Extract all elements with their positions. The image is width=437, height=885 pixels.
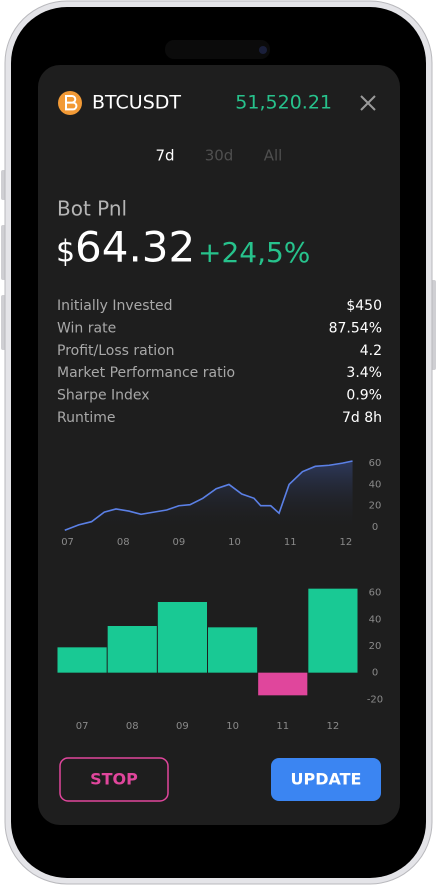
x-tick-label: 10 [226,721,239,732]
update-button[interactable] [271,758,381,801]
y-tick-label: 40 [369,614,382,625]
card [38,65,400,825]
x-tick-label: 08 [126,721,139,732]
x-tick-label: 08 [117,537,130,548]
x-tick-label: 09 [173,537,186,548]
bar [308,588,358,673]
x-tick-label: 10 [228,537,241,548]
y-tick-label: 20 [369,641,382,652]
y-tick-label: 60 [369,588,382,599]
bar [208,627,258,673]
x-tick-label: 12 [340,537,353,548]
stat-label: Profit/Loss ration [57,343,175,359]
x-tick-label: 11 [284,537,297,548]
stat-label: Initially Invested [57,298,173,314]
bar [107,626,157,673]
stat-value: 87.54% [329,320,382,336]
charts: 0 20 40 60 07 08 09 10 11 12 60 40 20 0 -20 07 08 09 10 11 1… [57,458,383,732]
stat-value: 4.2 [360,343,382,359]
pnl-change: +24,5% [198,236,310,269]
y-tick-label: 0 [372,668,378,679]
tab[interactable]: 30d [205,147,234,165]
stat-label: Market Performance ratio [57,365,235,381]
tab[interactable]: 7d [155,147,174,165]
y-tick-label: 60 [369,458,382,469]
stat-label: Runtime [57,410,115,426]
x-tick-label: 07 [76,721,89,732]
stat-value: $450 [346,298,382,314]
x-tick-label: 09 [176,721,189,732]
pnl-currency: $ [56,235,75,270]
bar [157,602,207,673]
stat-label: Sharpe Index [57,388,150,404]
stop-button[interactable] [59,757,169,802]
stat-value: 0.9% [346,388,382,404]
stat-value: 7d 8h [342,410,382,426]
stat-label: Win rate [57,320,116,336]
pnl-amount: 64.32 [75,223,195,272]
y-tick-label: 20 [369,501,382,512]
stop-label[interactable]: STOP [90,770,138,789]
line [64,460,353,531]
notch [165,40,270,59]
x-tick-label: 07 [61,537,74,548]
stats: Initially Invested $450 Win rate 87.54% Prof… [57,298,382,426]
close-button[interactable] [360,95,376,111]
x-tick-label: 11 [276,721,289,732]
coin-glyph [65,95,78,111]
tab[interactable]: All [264,147,283,165]
pnl-label: Bot Pnl [57,197,127,221]
price: 51,520.21 [235,92,332,114]
y-tick-label: 40 [369,479,382,490]
symbol: BTCUSDT [92,92,181,114]
x-tick-label: 12 [327,721,340,732]
update-label[interactable]: UPDATE [291,770,362,789]
bar [57,647,107,673]
camera [259,46,267,54]
y-tick-label: -20 [367,694,383,705]
stat-value: 3.4% [346,365,382,381]
bar [258,672,308,696]
y-tick-label: 0 [372,522,378,533]
